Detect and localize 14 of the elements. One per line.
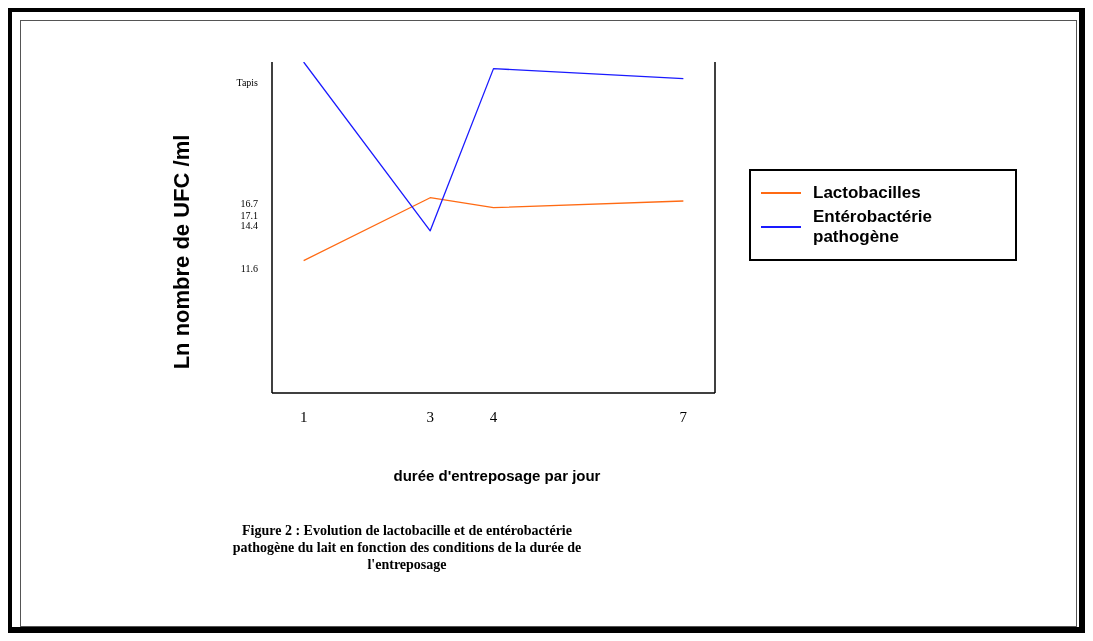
text: 14.4 <box>240 220 258 231</box>
x-tick-label: 7 <box>679 408 688 425</box>
legend-label: Lactobacilles <box>813 183 922 203</box>
x-tick-label: 3 <box>426 408 434 425</box>
legend-label: Entérobactérie pathogène <box>813 207 934 247</box>
text: 11.6 <box>240 263 258 274</box>
caption: Figure 2 : Evolution de lactobacille et de entérobactérie pathogène du lait en fonction des conditions de la durée de l'entreposage <box>231 522 583 573</box>
text: 16.7 <box>240 198 258 209</box>
x-tick-label: 1 <box>299 408 308 425</box>
text: 17.1 <box>240 210 258 221</box>
text: Tapis <box>236 77 258 88</box>
x-axis-title: durée d'entreposage par jour <box>392 467 602 484</box>
y-axis-title: Ln nombre de UFC /ml <box>169 134 195 370</box>
x-tick-label: 4 <box>489 408 498 425</box>
